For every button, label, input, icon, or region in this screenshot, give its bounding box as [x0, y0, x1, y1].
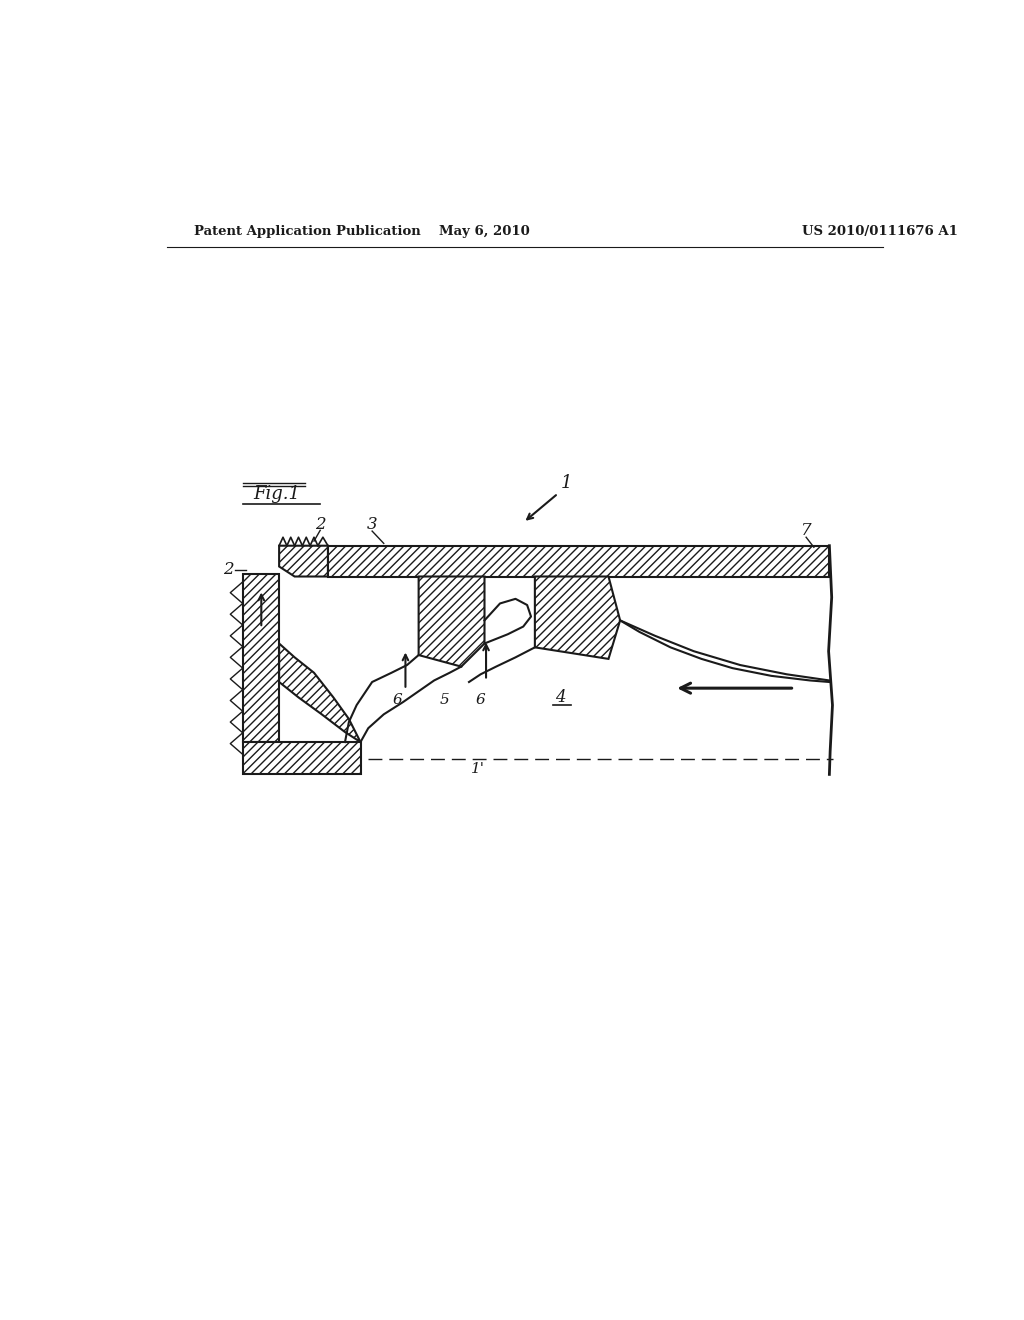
- Text: Patent Application Publication: Patent Application Publication: [194, 224, 421, 238]
- Text: US 2010/0111676 A1: US 2010/0111676 A1: [802, 224, 958, 238]
- Text: 8: 8: [548, 598, 558, 615]
- Polygon shape: [419, 577, 484, 667]
- Text: 7: 7: [801, 521, 811, 539]
- Text: 8: 8: [433, 601, 443, 618]
- Text: 5: 5: [439, 693, 450, 706]
- Polygon shape: [243, 742, 360, 775]
- Text: 2: 2: [223, 561, 234, 578]
- Text: 1': 1': [471, 762, 485, 776]
- Text: 2: 2: [315, 516, 326, 533]
- Text: May 6, 2010: May 6, 2010: [439, 224, 529, 238]
- Text: 6: 6: [393, 693, 402, 706]
- Text: Fig.1: Fig.1: [254, 486, 301, 503]
- Polygon shape: [280, 545, 328, 577]
- Polygon shape: [535, 577, 621, 659]
- Text: 1: 1: [560, 474, 572, 492]
- Polygon shape: [243, 574, 280, 742]
- Text: 3: 3: [367, 516, 378, 533]
- Polygon shape: [328, 545, 829, 577]
- Text: 4: 4: [555, 689, 566, 706]
- Text: 6: 6: [476, 693, 485, 706]
- Polygon shape: [280, 644, 360, 742]
